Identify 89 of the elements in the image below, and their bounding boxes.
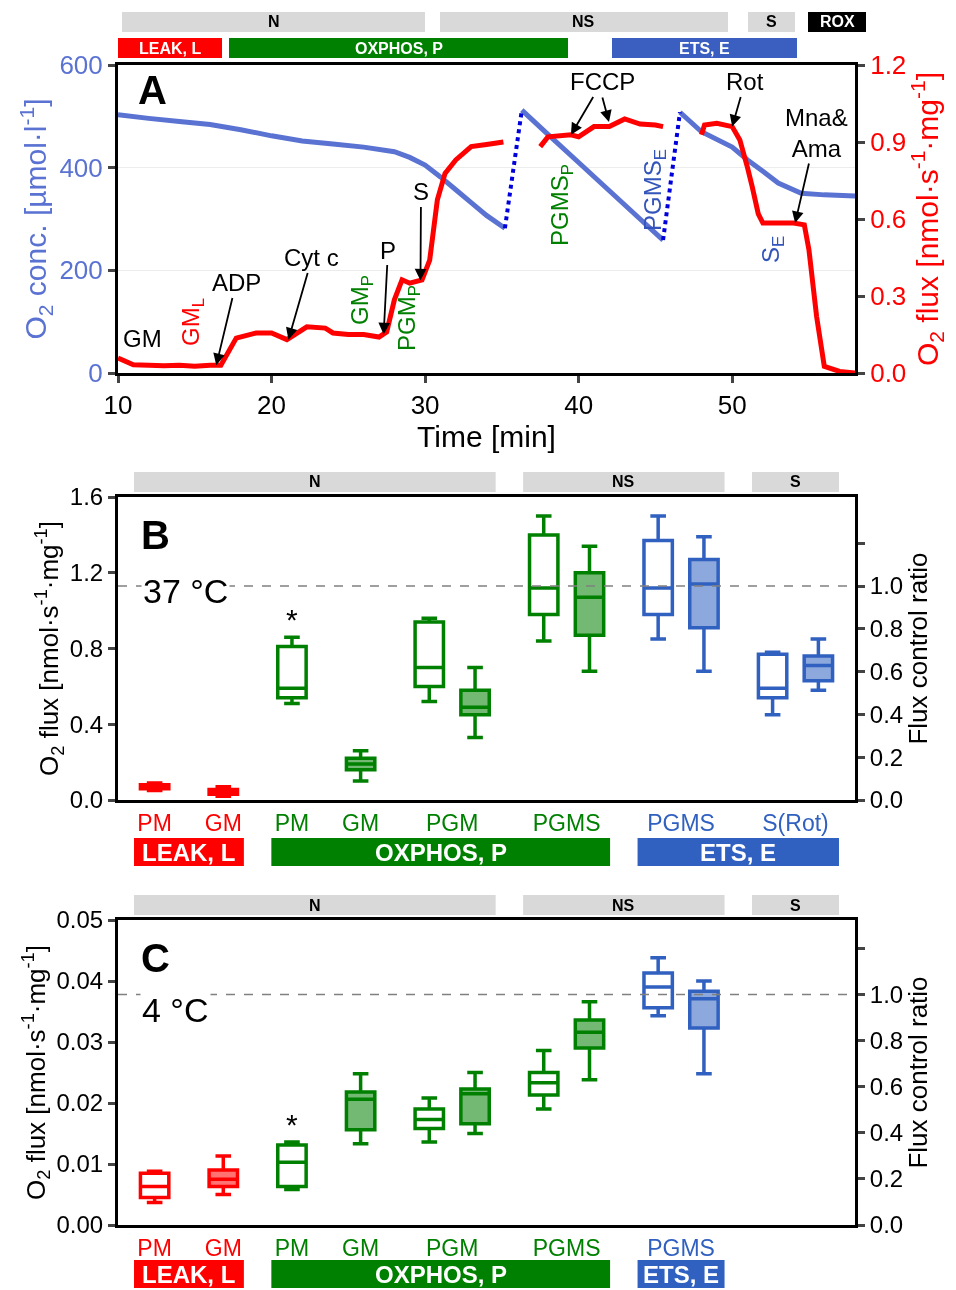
x-tick-label: GM [204, 809, 242, 836]
annotation: GM [123, 325, 162, 352]
x-tick-label: PGMS [532, 809, 601, 836]
text: NS [612, 473, 635, 490]
text: NS [572, 13, 595, 30]
x-axis-title: Time [min] [417, 420, 556, 454]
y-tick-label: 0.04 [56, 967, 104, 995]
y2-tick-label: 0.9 [870, 127, 907, 158]
x-tick-label: PGMS [532, 1234, 601, 1261]
text: OXPHOS, P [375, 1261, 508, 1288]
annotation: ADP [212, 269, 262, 296]
annotation: Mna& Ama [785, 104, 848, 163]
annotation: * [286, 1108, 298, 1141]
annotation: C [141, 936, 170, 980]
text: OXPHOS, P [355, 40, 444, 57]
text: ETS, E [700, 839, 777, 866]
text: N [309, 897, 321, 914]
text: ROX [820, 13, 855, 30]
y2-tick-label: 0.8 [869, 1026, 904, 1054]
y2-tick-label: 1.0 [869, 572, 904, 600]
y-tick-label: 1.2 [69, 559, 104, 587]
text: LEAK, L [142, 1261, 236, 1288]
x-tick-label: PGMS [647, 809, 715, 836]
x-tick-label: GM [204, 1234, 242, 1261]
x-tick-label: PM [137, 1234, 172, 1261]
y2-tick-label: 0.6 [870, 204, 907, 235]
y2-tick-label: 0.0 [869, 786, 904, 814]
annotation: B [141, 513, 170, 557]
y-tick-label: 0.8 [69, 634, 104, 662]
text: LEAK, L [139, 40, 202, 57]
text: LEAK, L [142, 839, 236, 866]
x-tick-label: 10 [103, 390, 133, 421]
y2-tick-label: 0.2 [869, 1165, 904, 1193]
text: ETS, E [643, 1261, 720, 1288]
x-tick-label: 20 [257, 390, 286, 421]
annotation: P [380, 237, 397, 264]
y2-tick-label: 0.6 [869, 658, 904, 686]
y-tick-label: 0.02 [56, 1089, 104, 1117]
y2-tick-label: 0.4 [869, 1119, 904, 1147]
x-tick-label: PGM [425, 809, 479, 836]
annotation: * [286, 603, 298, 636]
y2-tick-label: 1.2 [870, 50, 907, 81]
y2-tick-label: 0.0 [869, 1211, 904, 1239]
y-tick-label: 0 [88, 358, 103, 389]
x-tick-label: 50 [717, 390, 747, 421]
annotation: S [413, 178, 430, 205]
x-tick-label: PM [274, 809, 310, 836]
y2-tick-label: 0.0 [870, 358, 907, 389]
y2-tick-label: 1.0 [869, 980, 904, 1008]
annotation: 37 °C [143, 572, 229, 610]
y-tick-label: 0.05 [56, 906, 104, 934]
text: N [268, 13, 280, 30]
y2-axis-title: Flux control ratio [903, 976, 934, 1169]
y-tick-label: 0.00 [56, 1211, 104, 1239]
x-tick-label: 30 [410, 390, 440, 421]
annotation: Cyt c [284, 244, 339, 271]
y2-tick-label: 0.3 [870, 281, 907, 312]
x-tick-label: 40 [564, 390, 594, 421]
y-tick-label: 0.01 [56, 1150, 104, 1178]
y2-axis-title: Flux control ratio [903, 552, 934, 745]
text: OXPHOS, P [375, 839, 508, 866]
y2-tick-label: 0.4 [869, 700, 904, 728]
x-tick-label: PGMS [647, 1234, 715, 1261]
y2-tick-label: 0.6 [869, 1073, 904, 1101]
annotation: A [138, 68, 167, 112]
text: ETS, E [679, 40, 731, 57]
annotation: 4 °C [142, 991, 209, 1029]
y-tick-label: 1.6 [69, 483, 104, 511]
y-tick-label: 400 [59, 152, 103, 183]
text: S [790, 473, 801, 490]
x-tick-label: PM [274, 1234, 310, 1261]
text: S [790, 897, 801, 914]
text: NS [612, 897, 635, 914]
annotation: Rot [726, 68, 764, 95]
y-tick-label: 0.03 [56, 1028, 104, 1056]
y2-tick-label: 0.2 [869, 743, 904, 771]
y-tick-label: 0.4 [69, 710, 104, 738]
y-tick-label: 0.0 [69, 786, 104, 814]
y-tick-label: 200 [59, 255, 103, 286]
x-tick-label: GM [342, 809, 380, 836]
y-tick-label: 600 [59, 50, 103, 81]
text: S [766, 13, 777, 30]
x-tick-label: GM [342, 1234, 380, 1261]
x-tick-label: S(Rot) [762, 809, 829, 836]
text: N [309, 473, 321, 490]
x-tick-label: PM [137, 809, 172, 836]
annotation: FCCP [570, 68, 636, 95]
y2-tick-label: 0.8 [869, 615, 904, 643]
x-tick-label: PGM [425, 1234, 479, 1261]
